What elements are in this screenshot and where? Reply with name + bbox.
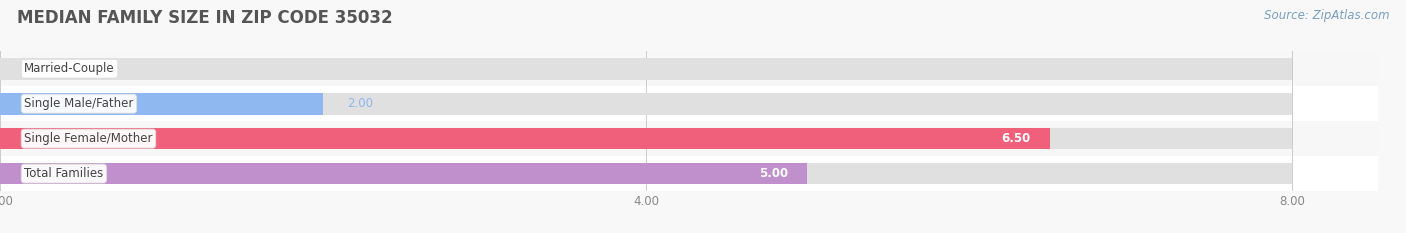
Text: Single Female/Mother: Single Female/Mother (24, 132, 153, 145)
Bar (0, 121, 1378, 156)
Text: Source: ZipAtlas.com: Source: ZipAtlas.com (1264, 9, 1389, 22)
Text: 5.00: 5.00 (759, 167, 787, 180)
Bar (0, 51, 1378, 86)
Bar (0, 93, 323, 115)
Bar (0, 128, 1292, 150)
Text: Single Male/Father: Single Male/Father (24, 97, 134, 110)
Text: 0.00: 0.00 (24, 62, 51, 75)
Text: Married-Couple: Married-Couple (24, 62, 115, 75)
Text: 2.00: 2.00 (347, 97, 373, 110)
Text: MEDIAN FAMILY SIZE IN ZIP CODE 35032: MEDIAN FAMILY SIZE IN ZIP CODE 35032 (17, 9, 392, 27)
Bar (0, 58, 1292, 80)
Bar (0, 156, 1378, 191)
Bar (0, 163, 1292, 185)
Text: Total Families: Total Families (24, 167, 104, 180)
Bar (0, 93, 1292, 115)
Text: 6.50: 6.50 (1001, 132, 1031, 145)
Bar (0, 86, 1378, 121)
Bar (0, 163, 807, 185)
Bar (0, 128, 1050, 150)
